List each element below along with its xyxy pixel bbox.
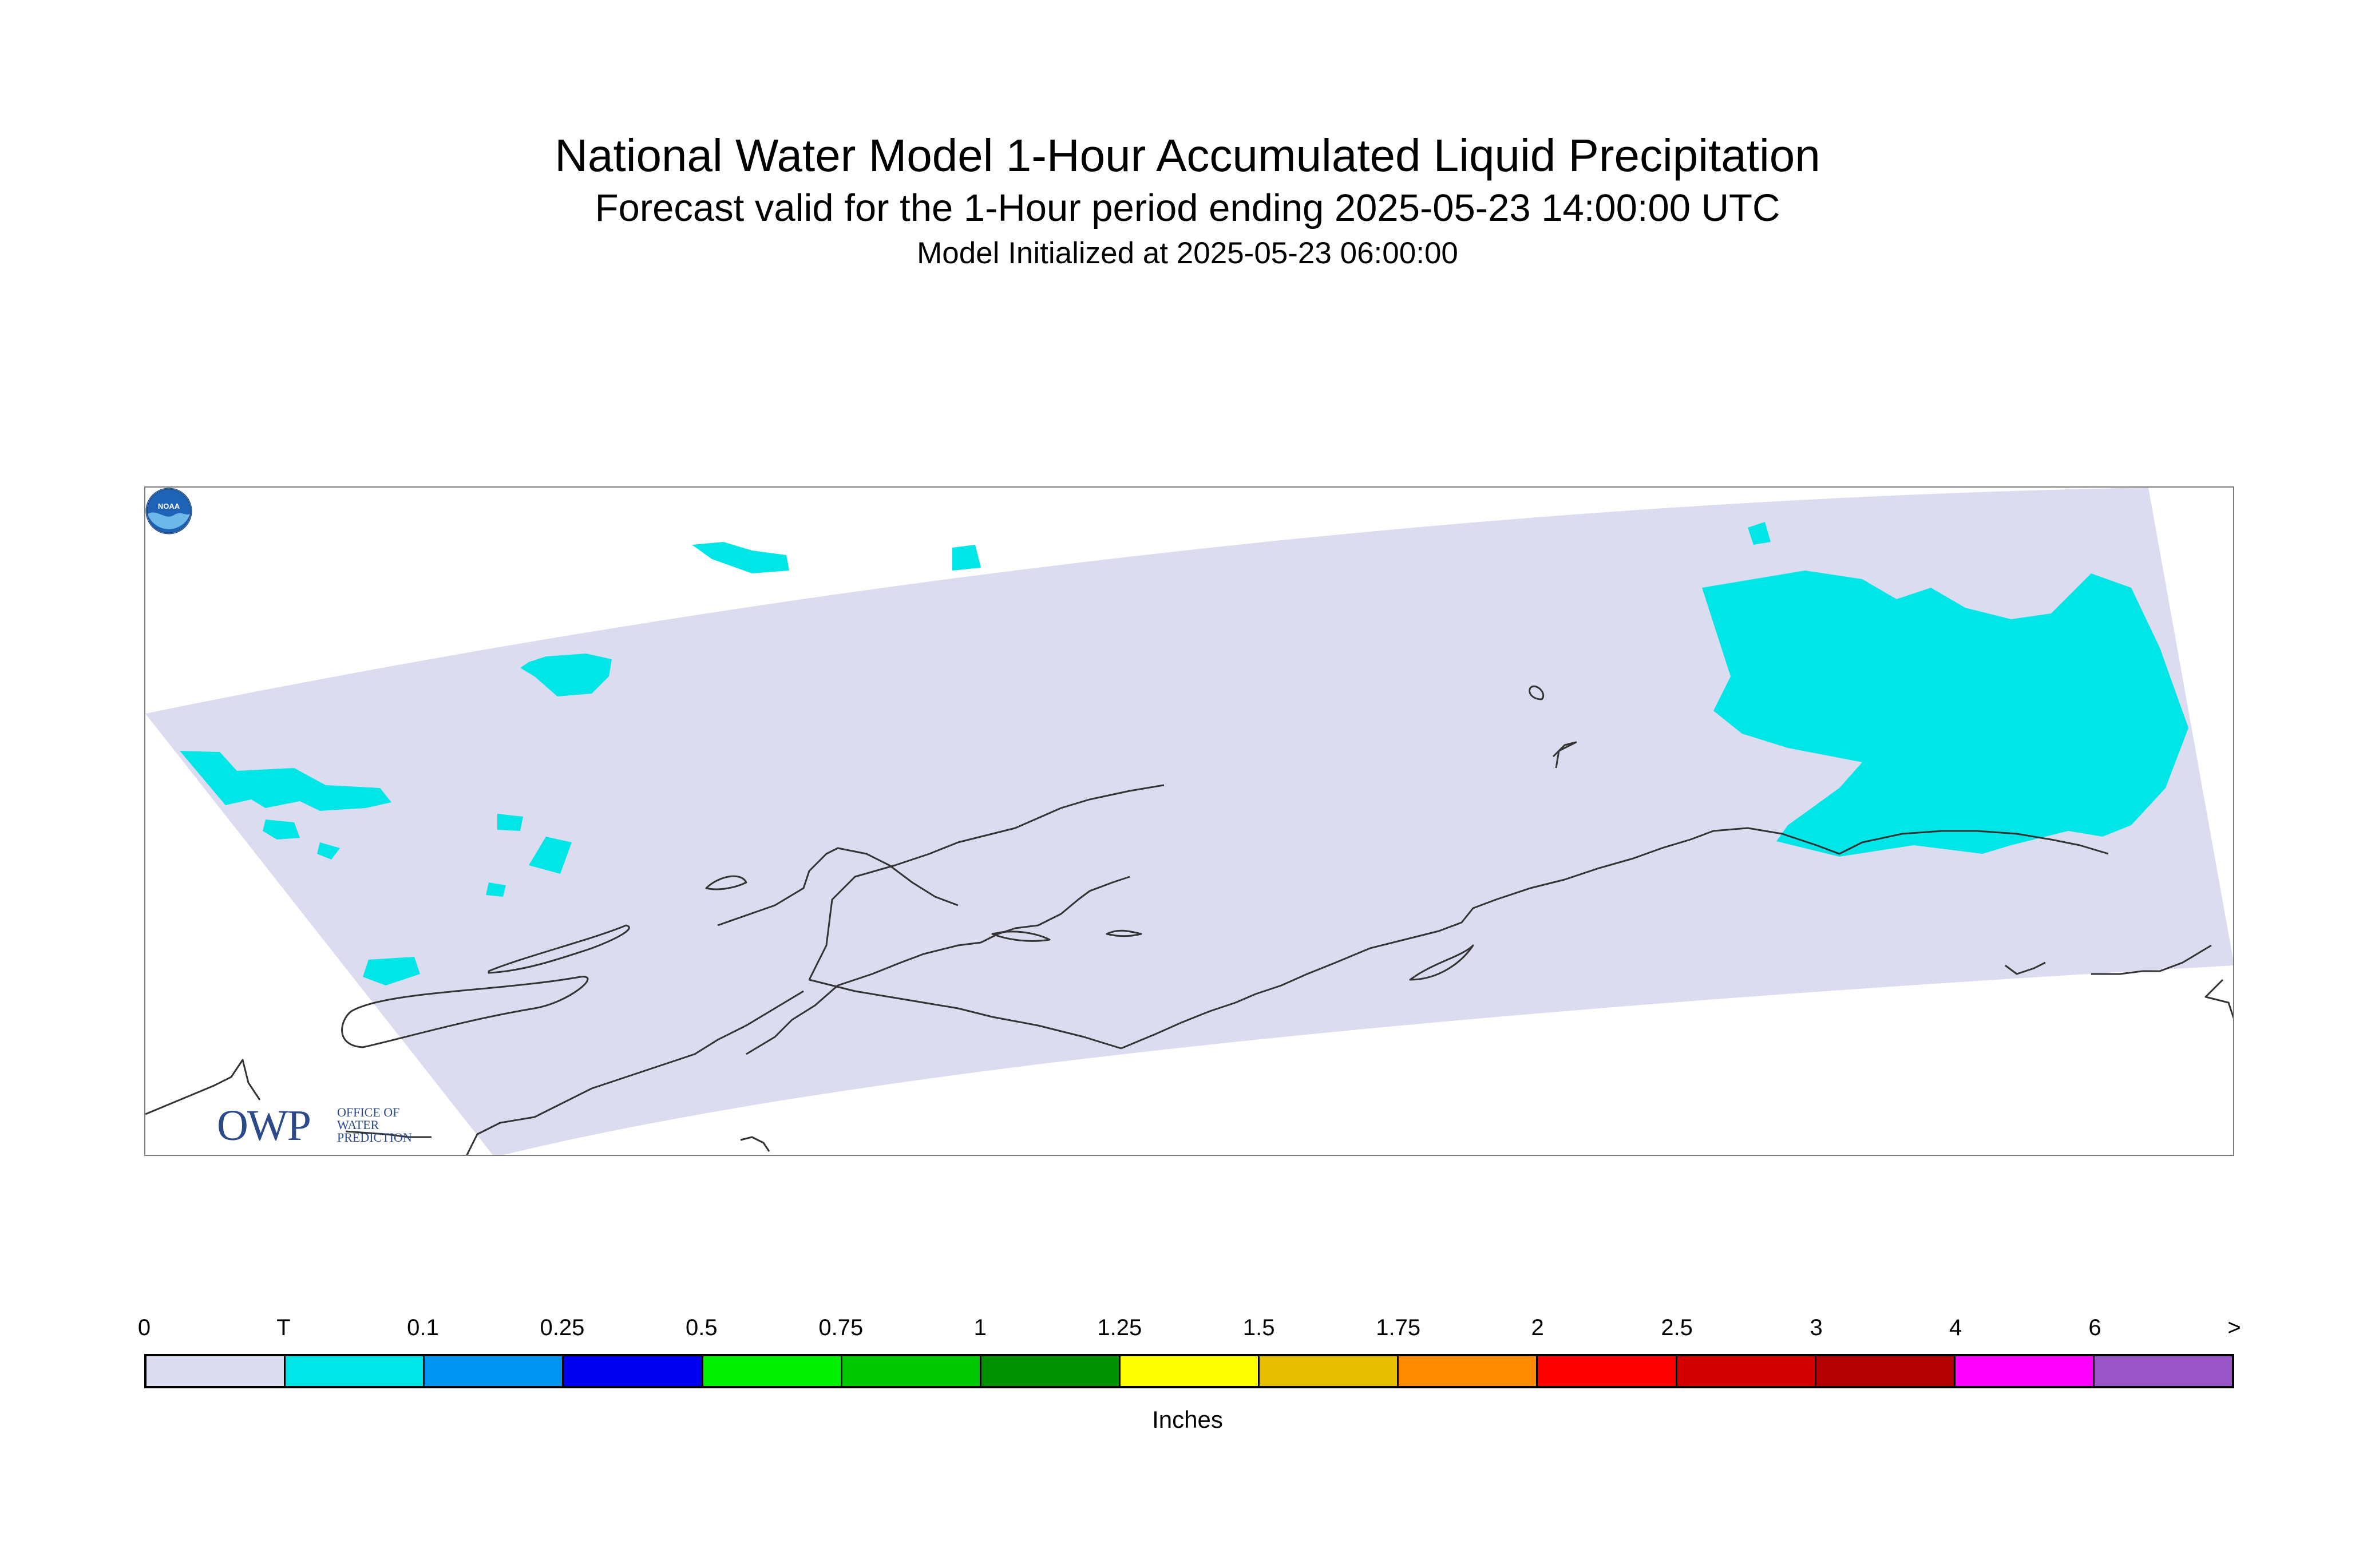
coastline <box>145 1059 261 1115</box>
coastline <box>1121 827 2109 1050</box>
legend-color-segment <box>981 1356 1121 1386</box>
legend-tick-label: 0.25 <box>540 1315 585 1340</box>
coastline <box>466 990 804 1155</box>
precip-area <box>486 882 506 897</box>
precip-area <box>529 837 572 874</box>
legend-tick-label: 1.25 <box>1097 1315 1142 1340</box>
legend-color-segment <box>2094 1356 2232 1386</box>
legend-color-segment <box>147 1356 286 1386</box>
legend-tick-label: 4 <box>1949 1315 1962 1340</box>
legend-color-segment <box>1260 1356 1399 1386</box>
legend-tick-label: 2.5 <box>1661 1315 1693 1340</box>
precip-area <box>317 842 340 860</box>
coastline <box>2091 944 2212 975</box>
owp-logo-text: OWP <box>217 1102 311 1150</box>
precip-area <box>363 957 420 985</box>
legend-tick-label: > <box>2227 1315 2241 1340</box>
legend-color-segment <box>1816 1356 1956 1386</box>
precip-areas <box>180 522 2188 985</box>
legend-tick-label: 0 <box>137 1315 151 1340</box>
owp-logo-subtext: OFFICE OF WATER PREDICTION <box>337 1106 434 1144</box>
owp-logo-line: OFFICE OF <box>337 1105 400 1119</box>
noaa-logo: NOAA <box>145 488 192 534</box>
legend-color-segment <box>564 1356 703 1386</box>
coastline <box>488 924 630 974</box>
coastline <box>705 875 747 890</box>
noaa-logo-text: NOAA <box>158 502 180 510</box>
legend-color-segment <box>286 1356 425 1386</box>
legend-tick-label: 0.75 <box>818 1315 864 1340</box>
legend-tick-label: 6 <box>2088 1315 2101 1340</box>
legend-tick-label: 0.1 <box>407 1315 439 1340</box>
precip-area <box>263 819 300 840</box>
precip-area <box>952 545 981 571</box>
legend-color-segment <box>1955 1356 2095 1386</box>
legend-color-segment <box>703 1356 842 1386</box>
coastline <box>1552 741 1577 769</box>
legend-tick-label: 2 <box>1531 1315 1544 1340</box>
legend-tick-label: 1.5 <box>1242 1315 1275 1340</box>
coastline <box>809 979 1122 1050</box>
coastline <box>746 876 1130 1055</box>
owp-logo: OWP OFFICE OF WATER PREDICTION <box>217 1103 434 1149</box>
map-canvas <box>145 488 2233 1155</box>
legend-colorbar <box>144 1354 2234 1388</box>
legend-color-segment <box>1120 1356 1260 1386</box>
precip-area <box>1702 571 2188 857</box>
precipitation-map: OWP OFFICE OF WATER PREDICTION NOAA <box>144 486 2234 1156</box>
owp-logo-line: PREDICTION <box>337 1130 412 1145</box>
coastline <box>2204 979 2233 1019</box>
coastline <box>2005 961 2046 975</box>
coastline <box>808 784 1165 980</box>
legend-tick-labels: 0 T 0.1 0.25 0.5 0.75 1 1.25 1.5 1.75 2 2.5 3 4 6 > <box>0 1313 2375 1348</box>
precip-area <box>520 654 612 696</box>
coastline <box>991 930 1051 942</box>
precip-area <box>180 751 391 811</box>
precip-area <box>497 814 523 831</box>
coastline <box>1529 686 1544 700</box>
precip-area <box>1748 522 1771 545</box>
coastline <box>717 847 959 926</box>
legend-color-segment <box>1399 1356 1538 1386</box>
legend-color-segment <box>1677 1356 1816 1386</box>
coastlines <box>145 686 2233 1155</box>
coastline <box>345 1130 432 1138</box>
map-subtitle: Forecast valid for the 1-Hour period end… <box>595 187 1780 229</box>
precip-area <box>692 542 789 573</box>
legend-color-segment <box>842 1356 981 1386</box>
map-title: National Water Model 1-Hour Accumulated … <box>555 130 1820 181</box>
legend-color-segment <box>1538 1356 1677 1386</box>
legend-tick-label: 3 <box>1810 1315 1823 1340</box>
legend-units: Inches <box>1152 1406 1223 1433</box>
legend-tick-label: 0.5 <box>686 1315 718 1340</box>
legend-tick-label: 1 <box>973 1315 987 1340</box>
legend-color-segment <box>425 1356 564 1386</box>
coastline <box>740 1136 770 1152</box>
coastline <box>1106 929 1142 937</box>
legend-tick-label: T <box>276 1315 291 1340</box>
init-time-label: Model Initialized at 2025-05-23 06:00:00 <box>917 236 1458 270</box>
model-domain <box>145 488 2233 1155</box>
legend-tick-label: 1.75 <box>1376 1315 1421 1340</box>
owp-logo-line: WATER <box>337 1118 379 1132</box>
coastline <box>1409 944 1474 981</box>
coastline <box>341 976 589 1048</box>
